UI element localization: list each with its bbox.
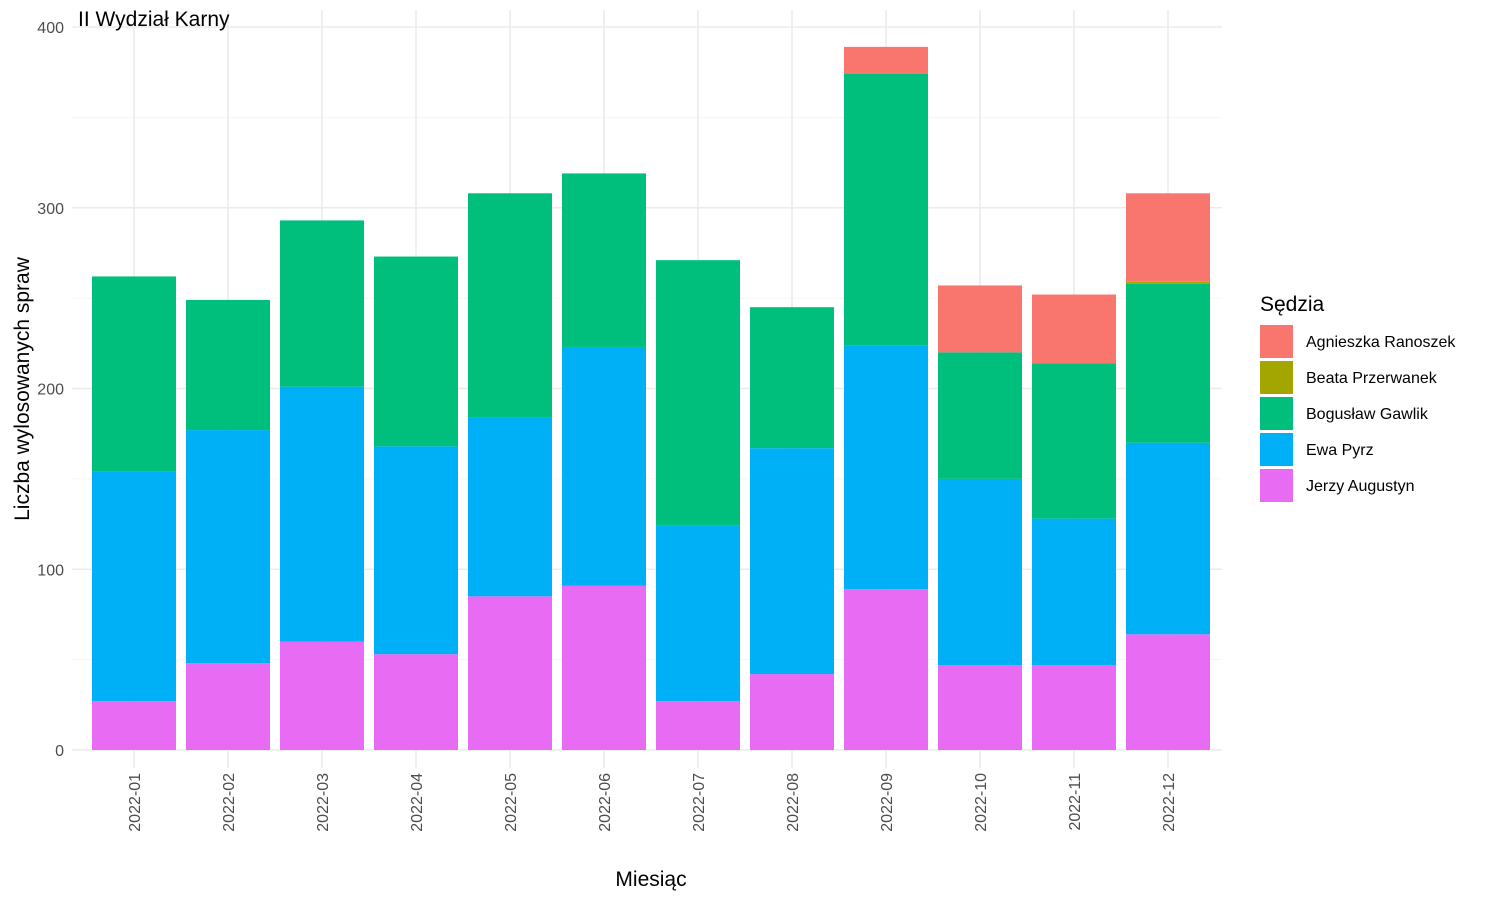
bar-segment [1126,281,1210,284]
bar-segment [562,346,646,586]
y-tick-label: 300 [37,201,64,218]
bar-segment [280,386,364,642]
x-tick-label: 2022-04 [409,773,426,832]
y-tick-label: 0 [55,743,64,760]
bar-segment [1126,283,1210,443]
bar-segment [656,260,740,526]
bar-segment [844,73,928,346]
bar-segment [92,276,176,472]
bar-segment [374,446,458,655]
x-tick-label: 2022-01 [127,773,144,832]
y-axis-title: Liczba wylosowanych spraw [11,256,34,521]
bar-segment [844,46,928,74]
legend-label: Jerzy Augustyn [1306,478,1415,495]
bar-segment [186,663,270,750]
y-tick-label: 100 [37,562,64,579]
bar-segment [562,173,646,347]
bar-segment [280,220,364,387]
legend-title: Sędzia [1260,293,1325,316]
bar-segment [1032,518,1116,666]
bar-segment [1032,363,1116,519]
y-tick-label: 400 [37,20,64,37]
bar-segment [1126,442,1210,635]
bar-segment [186,430,270,664]
legend-swatch [1260,469,1293,502]
bar-segment [656,525,740,702]
legend-label: Beata Przerwanek [1306,370,1438,387]
x-tick-label: 2022-06 [597,773,614,832]
bar-segment [1032,294,1116,364]
x-tick-label: 2022-10 [973,773,990,832]
bar-segment [468,417,552,597]
x-tick-label: 2022-11 [1067,773,1084,831]
bar-segment [938,478,1022,666]
legend-label: Bogusław Gawlik [1306,406,1429,423]
x-tick-label: 2022-03 [315,773,332,832]
bar-segment [1126,193,1210,282]
bar-segment [750,674,834,750]
bar-segment [938,285,1022,353]
bar-segment [1126,634,1210,750]
bar-segment [844,589,928,750]
bar-segment [656,701,740,750]
x-axis-title: Miesiąc [615,868,686,891]
bar-segment [750,448,834,675]
bar-segment [92,471,176,702]
bar-segment [92,701,176,750]
legend-label: Ewa Pyrz [1306,442,1374,459]
bar-segment [938,665,1022,750]
legend: Sędzia Agnieszka Ranoszek Beata Przerwane… [1260,293,1456,502]
legend-swatch [1260,361,1293,394]
legend-label: Agnieszka Ranoszek [1306,334,1456,351]
x-tick-label: 2022-02 [221,773,238,832]
x-tick-label: 2022-05 [503,773,520,832]
bar-segment [374,256,458,447]
bar-segment [280,641,364,750]
bar-segment [374,654,458,750]
x-tick-label: 2022-12 [1161,773,1178,832]
x-tick-label: 2022-08 [785,773,802,832]
bar-segment [186,299,270,431]
bars [92,46,1210,750]
legend-swatch [1260,433,1293,466]
bar-segment [844,345,928,590]
y-tick-label: 200 [37,382,64,399]
bar-segment [562,585,646,750]
x-axis-ticks: 2022-01 2022-02 2022-03 2022-04 2022-05 2022-… [127,773,1178,832]
bar-segment [750,307,834,449]
y-axis-ticks: 0 100 200 300 400 [37,20,64,760]
x-tick-label: 2022-09 [879,773,896,832]
legend-swatch [1260,397,1293,430]
bar-segment [938,352,1022,479]
legend-swatch [1260,325,1293,358]
x-tick-label: 2022-07 [691,773,708,832]
bar-segment [468,596,552,750]
bar-segment [468,193,552,418]
chart-title: II Wydział Karny [78,8,230,31]
bar-segment [1032,665,1116,750]
